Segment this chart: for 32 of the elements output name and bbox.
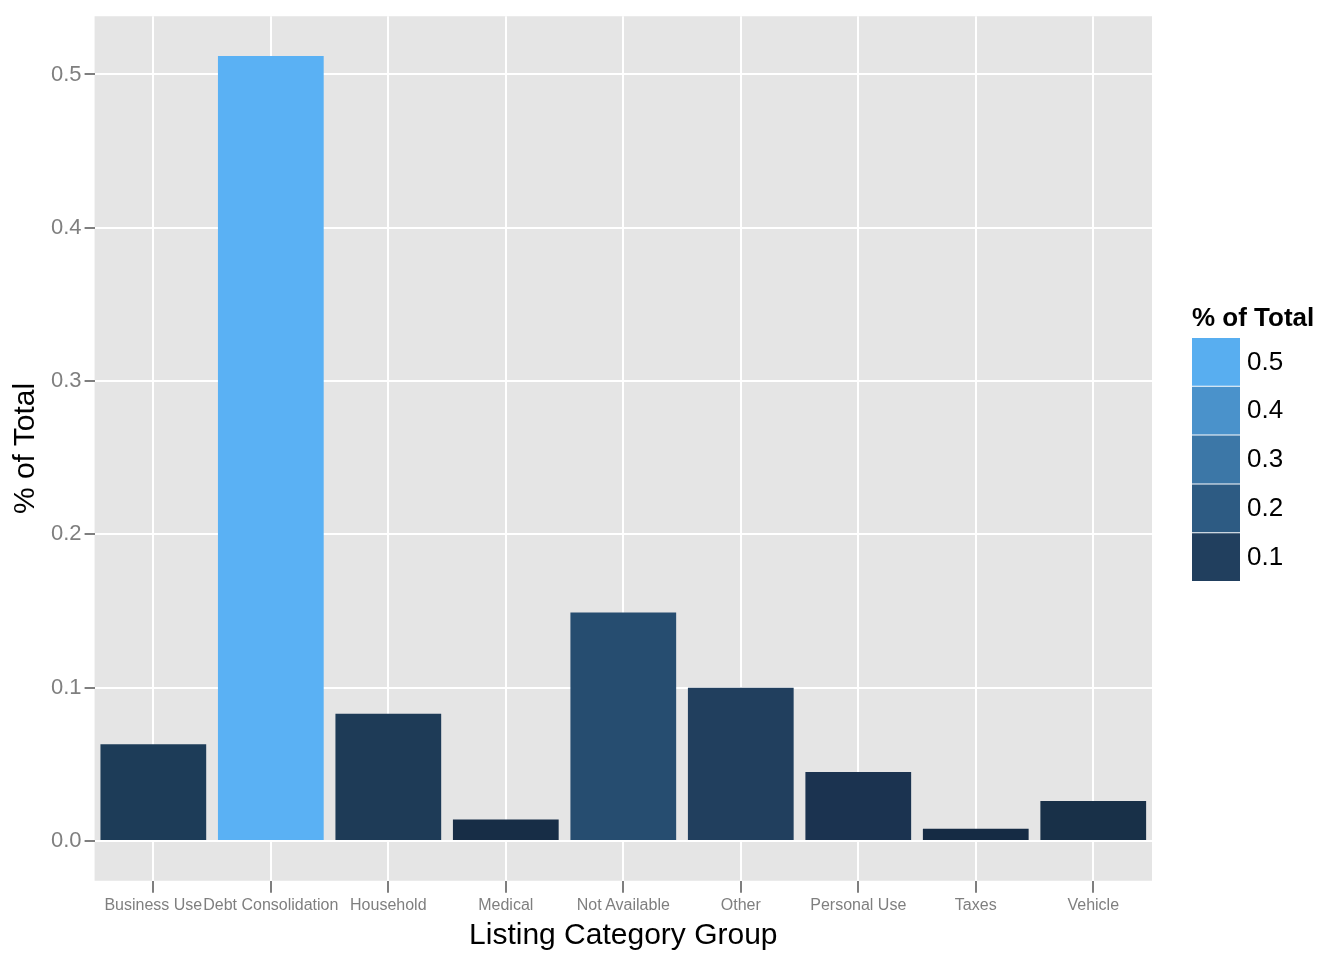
bar	[570, 612, 677, 840]
y-tick-label: 0.4	[50, 213, 82, 239]
x-tick-label: Debt Consolidation	[203, 895, 339, 913]
x-tick-label: Household	[350, 895, 427, 913]
color-bar-label: 0.2	[1247, 491, 1284, 522]
y-tick-label: 0.5	[50, 60, 82, 86]
x-tick-label: Vehicle	[1067, 895, 1120, 913]
bar	[805, 771, 912, 840]
bar	[922, 828, 1029, 840]
color-bar-title: % of Total	[1192, 302, 1315, 333]
x-tick-label: Other	[720, 895, 762, 913]
y-axis-title: % of Total	[7, 382, 41, 515]
bar	[452, 819, 559, 840]
x-tick-label: Personal Use	[810, 895, 907, 913]
y-tick-label: 0.1	[50, 673, 82, 699]
bar	[1040, 801, 1147, 840]
x-tick-label: Medical	[478, 895, 534, 913]
color-bar-label: 0.4	[1247, 394, 1284, 425]
color-bar-label: 0.5	[1247, 345, 1284, 376]
bar	[687, 687, 794, 840]
y-tick-label: 0.2	[50, 520, 82, 546]
y-tick-label: 0.0	[50, 827, 82, 853]
color-bar-label: 0.1	[1247, 540, 1284, 571]
x-tick-label: Taxes	[954, 895, 997, 913]
bar	[335, 713, 442, 840]
bar	[100, 744, 207, 840]
bar	[217, 56, 324, 840]
color-bar-label: 0.3	[1247, 443, 1284, 474]
x-tick-label: Not Available	[576, 895, 670, 913]
x-tick-label: Business Use	[104, 895, 203, 913]
x-axis-title: Listing Category Group	[469, 917, 778, 951]
y-tick-label: 0.3	[50, 367, 82, 393]
